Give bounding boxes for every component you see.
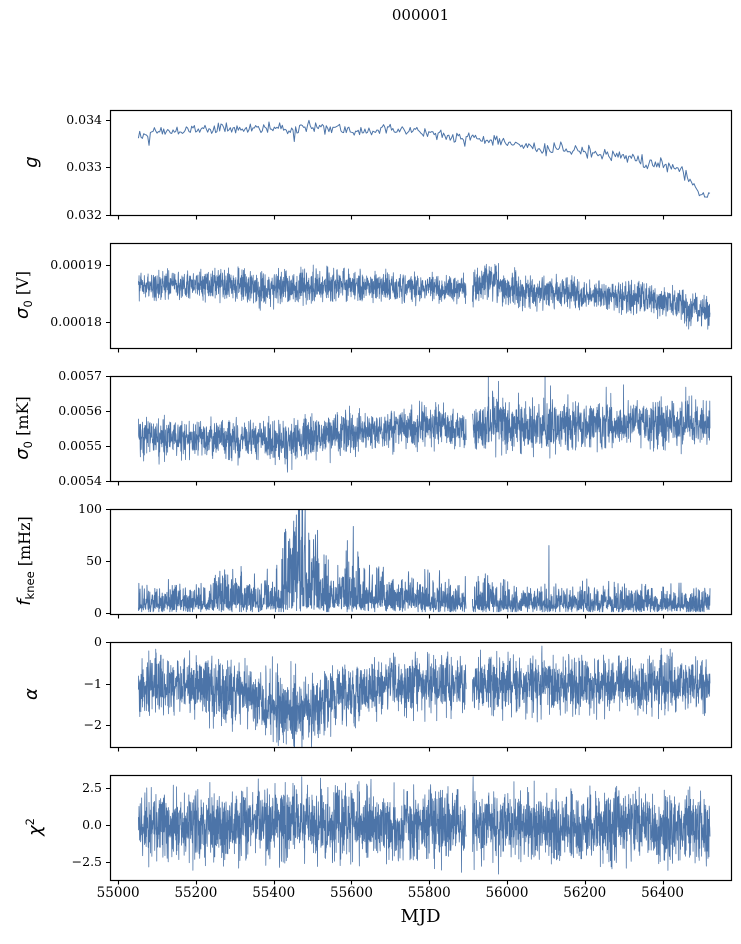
y-tick-label: 0.033 bbox=[66, 159, 102, 174]
x-tick-label: 55600 bbox=[329, 885, 373, 901]
x-tick-label: 56400 bbox=[641, 885, 685, 901]
y-tick-label: 0.034 bbox=[66, 112, 102, 127]
y-tick-label: −2.5 bbox=[71, 854, 102, 869]
y-tick-label: 0.0 bbox=[82, 817, 102, 832]
y-tick-label: 0.0057 bbox=[58, 368, 102, 383]
y-tick-label: 0.00018 bbox=[50, 314, 102, 329]
y-tick-label: −2 bbox=[83, 717, 102, 732]
y-tick-label: 0 bbox=[94, 634, 102, 649]
y-tick-label: 0 bbox=[94, 605, 102, 620]
y-tick-label: 100 bbox=[78, 501, 102, 516]
x-tick-label: 55000 bbox=[96, 885, 140, 901]
y-tick-label: 0.0056 bbox=[58, 403, 102, 418]
y-tick-label: 50 bbox=[86, 553, 102, 568]
y-tick-label: 0.0055 bbox=[58, 438, 102, 453]
figure-title: 000001 bbox=[391, 6, 450, 24]
y-tick-label: −1 bbox=[83, 676, 102, 691]
y-tick-label: 0.0054 bbox=[58, 473, 102, 488]
x-tick-label: 56000 bbox=[485, 885, 529, 901]
x-tick-label: 56200 bbox=[563, 885, 607, 901]
x-tick-label: 55200 bbox=[174, 885, 218, 901]
x-axis-label: MJD bbox=[400, 906, 441, 927]
x-tick-label: 55800 bbox=[407, 885, 451, 901]
ylabel-subscript: 0 bbox=[21, 300, 35, 308]
x-tick-label: 55400 bbox=[252, 885, 296, 901]
y-tick-label: 0.032 bbox=[66, 207, 102, 222]
y-tick-label: 0.00019 bbox=[50, 257, 102, 272]
ylabel-unit: [V] bbox=[13, 271, 32, 301]
y-tick-label: 2.5 bbox=[82, 780, 102, 795]
